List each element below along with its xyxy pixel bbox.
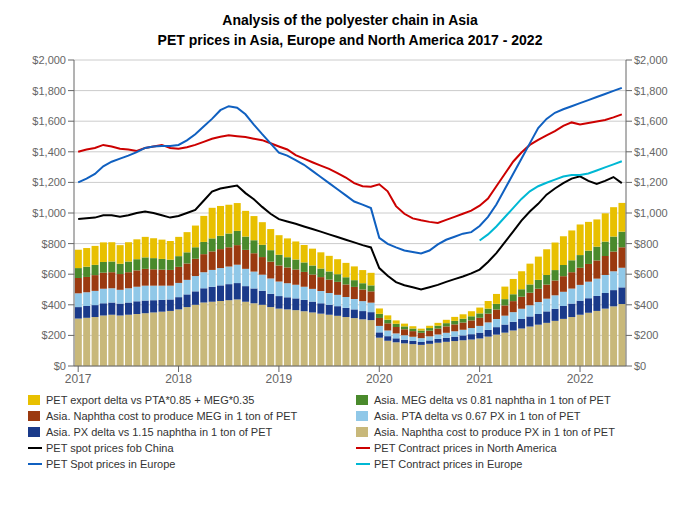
svg-text:$2,000: $2,000 [32, 54, 66, 66]
svg-text:$1,000: $1,000 [32, 207, 66, 219]
html-text:PET export delta vs PTA*0.85 +: PET export delta vs PTA*0.85 + MEG*0.35 [46, 394, 255, 406]
html-text:Asia. Naphtha cost to produce: Asia. Naphtha cost to produce PX in 1 to… [374, 426, 615, 438]
html-text:Analysis of the polyester chai: Analysis of the polyester chain in Asia [222, 12, 478, 28]
html-text:PET Contract prices in Europe: PET Contract prices in Europe [374, 458, 523, 470]
svg-text:2021: 2021 [466, 372, 493, 386]
svg-text:$200: $200 [42, 329, 66, 341]
svg-text:2019: 2019 [266, 372, 293, 386]
svg-text:2018: 2018 [165, 372, 192, 386]
html-text:PET prices in Asia, Europe and: PET prices in Asia, Europe and North Ame… [157, 32, 543, 48]
svg-text:$1,200: $1,200 [634, 176, 668, 188]
html-text:Asia. Naphtha cost to produce: Asia. Naphtha cost to produce MEG in 1 t… [46, 410, 298, 422]
html-text:PET Spot prices in Europe: PET Spot prices in Europe [46, 458, 176, 470]
svg-text:$400: $400 [634, 299, 658, 311]
svg-text:$600: $600 [634, 268, 658, 280]
svg-text:$1,000: $1,000 [634, 207, 668, 219]
svg-text:$0: $0 [54, 360, 66, 372]
svg-text:2022: 2022 [567, 372, 594, 386]
svg-text:2017: 2017 [65, 372, 92, 386]
html-text:Asia. MEG delta vs 0.81 naphth: Asia. MEG delta vs 0.81 naphtha in 1 ton… [374, 394, 611, 406]
svg-text:$1,400: $1,400 [634, 146, 668, 158]
svg-text:$600: $600 [42, 268, 66, 280]
svg-text:$2,000: $2,000 [634, 54, 668, 66]
html-text:PET Contract prices in North A: PET Contract prices in North America [374, 442, 557, 454]
svg-text:$1,600: $1,600 [32, 115, 66, 127]
svg-text:$800: $800 [634, 238, 658, 250]
svg-text:$1,800: $1,800 [634, 85, 668, 97]
svg-text:$200: $200 [634, 329, 658, 341]
svg-text:2020: 2020 [366, 372, 393, 386]
html-text:Asia. PX delta vs 1.15 naphtha: Asia. PX delta vs 1.15 naphtha in 1 ton … [46, 426, 273, 438]
html-text:Asia. PTA delta vs 0.67 PX in: Asia. PTA delta vs 0.67 PX in 1 ton of P… [374, 410, 581, 422]
svg-text:$1,200: $1,200 [32, 176, 66, 188]
svg-text:$1,400: $1,400 [32, 146, 66, 158]
svg-text:$0: $0 [634, 360, 646, 372]
svg-text:$1,800: $1,800 [32, 85, 66, 97]
svg-text:$400: $400 [42, 299, 66, 311]
html-text:PET spot prices fob China: PET spot prices fob China [46, 442, 174, 454]
svg-text:$800: $800 [42, 238, 66, 250]
svg-text:$1,600: $1,600 [634, 115, 668, 127]
